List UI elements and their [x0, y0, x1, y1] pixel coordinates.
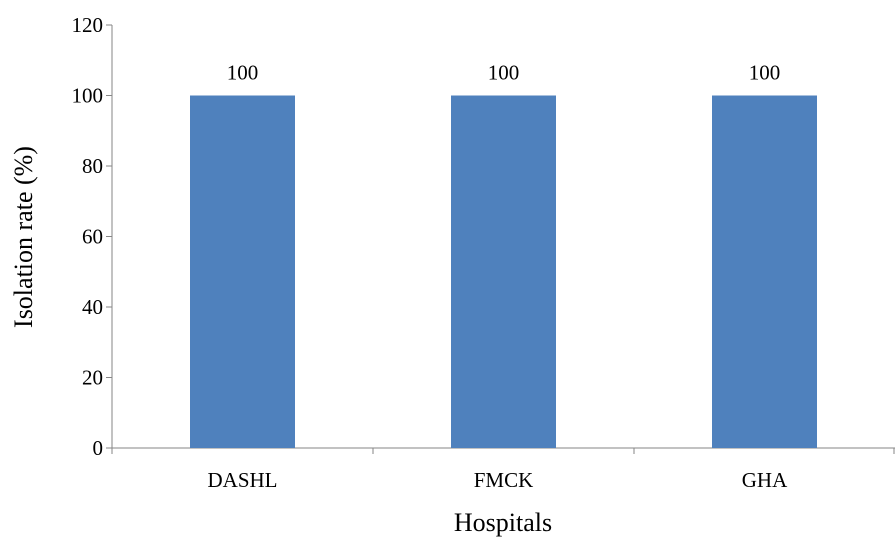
y-axis-title: Isolation rate (%) [9, 146, 38, 328]
x-tick-label: GHA [742, 468, 788, 492]
y-tick-label: 120 [72, 13, 104, 37]
y-tick-label: 80 [82, 154, 103, 178]
data-label: 100 [488, 61, 520, 85]
data-label: 100 [749, 61, 781, 85]
bar [712, 95, 817, 448]
x-axis: DASHL FMCK GHA [111, 447, 895, 492]
bars [190, 95, 817, 448]
y-tick-label: 0 [93, 436, 104, 460]
x-axis-title: Hospitals [454, 508, 552, 537]
x-tick-label: FMCK [474, 468, 534, 492]
bar [451, 95, 556, 448]
y-axis: 0 20 40 60 80 100 120 [72, 13, 113, 460]
y-tick-label: 20 [82, 366, 103, 390]
bar [190, 95, 295, 448]
x-tick-label: DASHL [207, 468, 277, 492]
data-labels: 100 100 100 [227, 61, 781, 85]
data-label: 100 [227, 61, 259, 85]
y-tick-label: 100 [72, 84, 104, 108]
y-tick-label: 40 [82, 295, 103, 319]
y-tick-label: 60 [82, 225, 103, 249]
